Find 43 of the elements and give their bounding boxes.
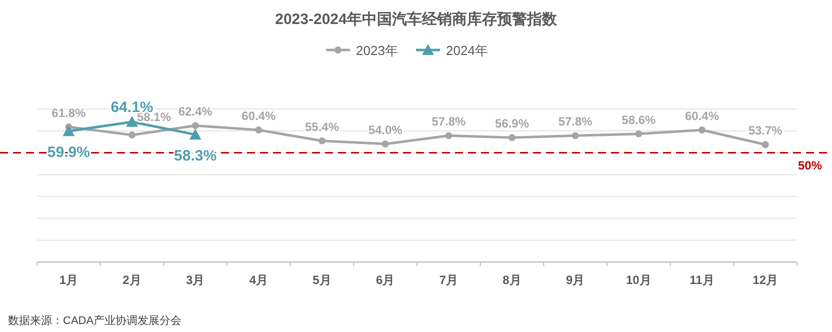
x-tick-label: 1月 [59, 273, 78, 287]
data-label: 57.8% [558, 114, 593, 129]
x-tick-label: 8月 [502, 273, 522, 287]
point [126, 116, 138, 127]
point [62, 125, 75, 136]
x-tick-label: 5月 [312, 273, 332, 287]
data-label: 56.9% [494, 116, 530, 131]
x-tick-label: 7月 [439, 273, 458, 287]
data-label: 62.4% [178, 104, 213, 119]
x-tick-label: 10月 [626, 273, 652, 287]
data-label: 58.6% [622, 112, 656, 127]
point [128, 132, 136, 139]
x-tick-label: 11月 [690, 273, 714, 287]
data-label: 61.8% [52, 106, 86, 120]
data-label: 54.0% [368, 122, 403, 137]
point [698, 126, 706, 134]
point [508, 134, 516, 142]
x-tick-label: 12月 [752, 273, 778, 287]
x-tick-label: 6月 [376, 273, 395, 287]
x-tick-label: 4月 [249, 273, 268, 287]
legend-label: 2023年 [356, 43, 398, 58]
point [635, 130, 642, 138]
chart-title: 2023-2024年中国汽车经销商库存预警指数 [275, 10, 558, 28]
data-label: 60.4% [242, 108, 276, 123]
data-label: 57.8% [432, 114, 466, 129]
ref-line-label: 50% [798, 158, 822, 173]
source-note: 数据来源：CADA产业协调发展分会 [8, 314, 182, 327]
data-label: 60.4% [684, 108, 720, 123]
x-tick-label: 9月 [566, 273, 585, 287]
data-label: 59.9% [47, 144, 90, 162]
point [192, 122, 199, 130]
point [255, 126, 262, 134]
point [189, 128, 202, 140]
point [318, 137, 326, 144]
point [762, 141, 769, 148]
point [572, 132, 579, 140]
legend-label: 2024年 [446, 43, 488, 58]
data-label: 53.7% [748, 124, 783, 138]
x-tick-label: 3月 [186, 273, 205, 287]
point [445, 132, 452, 140]
data-label: 55.4% [304, 120, 340, 134]
x-tick-label: 2月 [122, 273, 142, 287]
point [382, 140, 389, 148]
